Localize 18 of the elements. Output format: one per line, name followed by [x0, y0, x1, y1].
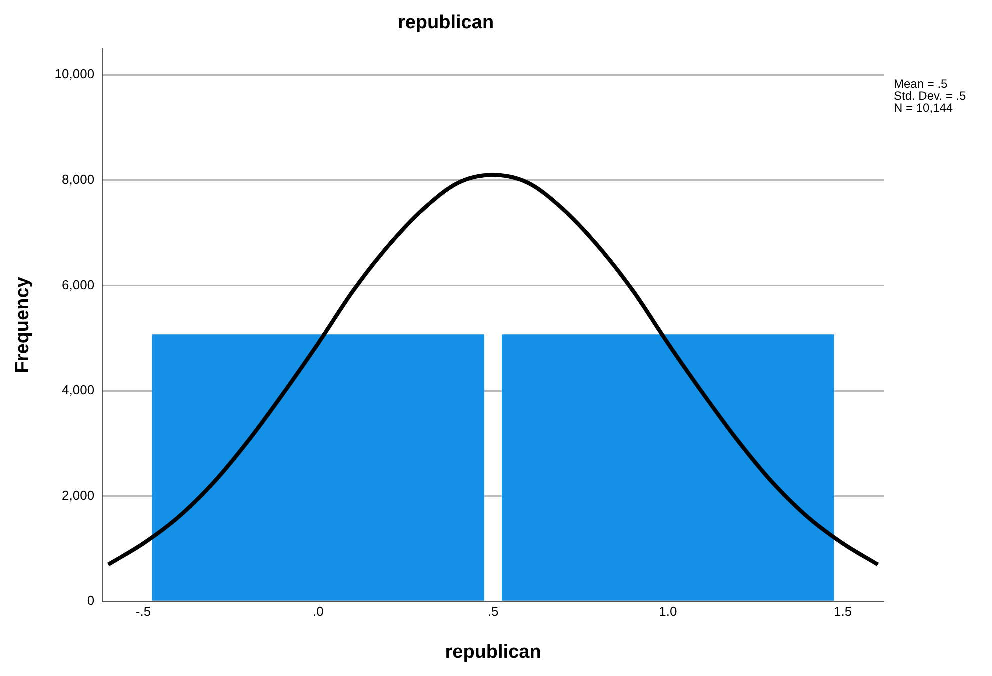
x-tick-label: -.5	[136, 604, 152, 619]
text: Std. Dev. = .5	[894, 89, 966, 104]
y-tick-label: 6,000	[62, 277, 95, 292]
y-tick-label: 4,000	[62, 382, 95, 398]
text: N = 10,144	[894, 101, 954, 116]
text: Mean = .5	[894, 77, 948, 92]
y-tick-label: 10,000	[54, 66, 95, 82]
y-tick-label: 2,000	[62, 488, 95, 503]
chart-title: republican	[398, 12, 494, 34]
y-tick-label: 8,000	[62, 172, 95, 187]
x-tick-label: .5	[488, 604, 499, 619]
x-tick-label: 1.5	[834, 604, 852, 619]
y-axis-title: Frequency	[12, 276, 34, 374]
x-tick-label: .0	[312, 604, 324, 619]
y-tick-label: 0	[87, 593, 95, 608]
line-series	[106, 173, 880, 567]
x-tick-label: 1.0	[659, 604, 678, 619]
x-axis-title: republican	[445, 642, 542, 663]
